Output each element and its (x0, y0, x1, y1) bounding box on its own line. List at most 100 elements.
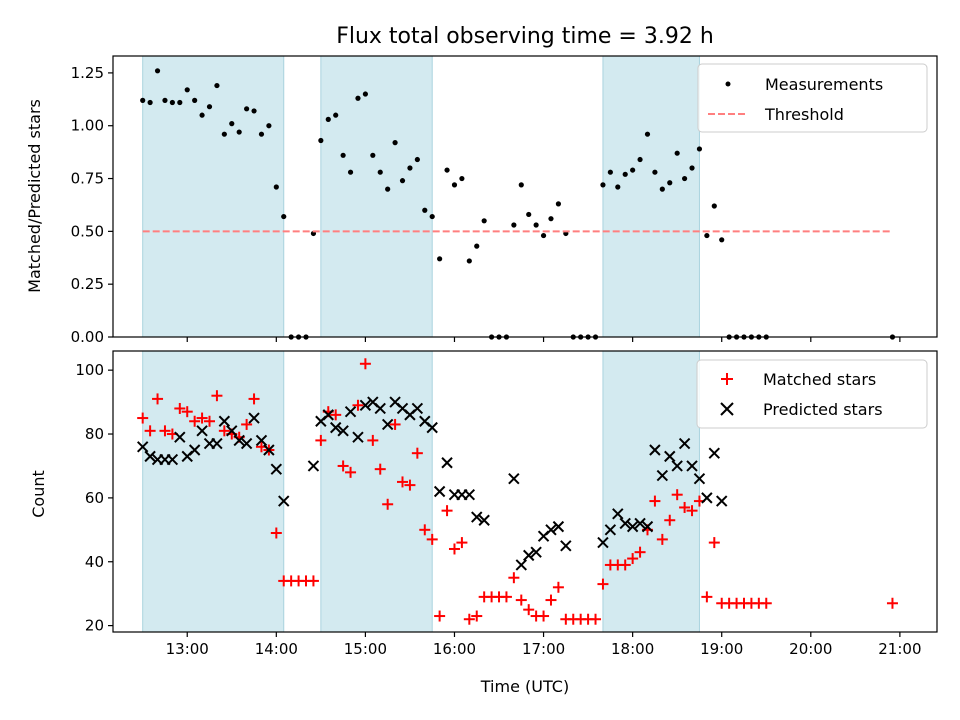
measurement-point (244, 106, 250, 112)
top-y-tick-label: 1.25 (71, 64, 104, 82)
measurement-point (340, 152, 346, 158)
measurement-point (140, 97, 146, 103)
bottom-shaded-intervals (142, 350, 700, 633)
matched-star-point (545, 594, 557, 606)
matched-star-point (597, 578, 609, 590)
top-x-ticks (186, 337, 901, 342)
measurement-point (437, 256, 443, 262)
matched-star-point (523, 604, 535, 616)
top-y-tick-label: 0.00 (71, 328, 104, 346)
matched-star-point (404, 479, 416, 491)
measurement-point (711, 203, 717, 209)
predicted-star-point (144, 450, 156, 463)
top-shaded-interval (602, 55, 700, 338)
measurement-point (162, 97, 168, 103)
predicted-star-point (240, 437, 253, 450)
matched-star-point (634, 546, 646, 558)
measurement-point (637, 156, 643, 163)
matched-star-point (886, 597, 898, 609)
measurement-point (511, 222, 517, 228)
x-tick-label: 15:00 (344, 640, 387, 658)
matched-star-point (241, 418, 253, 430)
matched-star-point (352, 399, 364, 411)
measurement-point (622, 171, 628, 177)
measurement-point (251, 108, 257, 114)
matched-star-point (152, 393, 164, 405)
predicted-star-point (686, 460, 698, 472)
matched-star-point (419, 524, 431, 536)
matched-star-point (411, 447, 423, 459)
measurement-point (147, 99, 153, 106)
matched-star-point (181, 406, 193, 418)
measurement-point (659, 186, 665, 192)
measurement-point (644, 131, 651, 137)
matched-star-point (337, 460, 349, 472)
bottom-shaded-interval (602, 350, 700, 633)
legend-measurements-label: Measurements (765, 75, 883, 94)
predicted-star-point (374, 402, 386, 415)
matched-star-point (656, 533, 668, 545)
matched-star-point (456, 537, 468, 549)
measurement-point (214, 82, 220, 89)
top-shaded-interval (320, 55, 433, 338)
legend-measurements-marker (725, 81, 731, 87)
measurement-point (407, 165, 413, 171)
predicted-star-point (441, 457, 453, 469)
top-plot-marks (140, 68, 896, 340)
predicted-star-point (545, 524, 557, 536)
top-panel: 0.00 0.25 0.50 0.75 1.00 1.25 Flux total obse… (25, 24, 938, 346)
predicted-star-point (604, 524, 617, 536)
matched-star-point (515, 594, 527, 606)
matched-star-point (382, 498, 394, 510)
matched-star-point (508, 572, 520, 584)
matched-star-point (627, 553, 639, 565)
predicted-star-point (136, 441, 149, 453)
predicted-star-point (649, 444, 661, 456)
measurement-point (466, 258, 472, 264)
matched-star-point (330, 409, 342, 421)
x-tick-label: 20:00 (789, 640, 832, 658)
measurement-point (192, 97, 198, 103)
measurement-point (258, 131, 265, 137)
predicted-star-point (344, 405, 357, 418)
measurement-point (199, 112, 205, 118)
predicted-star-point (664, 450, 676, 463)
measurement-point (459, 175, 465, 182)
predicted-star-point (523, 549, 535, 562)
measurement-point (689, 165, 695, 171)
predicted-star-point (560, 540, 572, 552)
measurement-point (615, 184, 621, 190)
measurement-point (206, 104, 213, 110)
matched-star-point (345, 466, 357, 478)
top-y-axis-label: Matched/Predicted stars (25, 99, 44, 293)
predicted-star-point (612, 508, 624, 520)
bottom-legend-box (696, 359, 928, 429)
top-y-tick-label: 0.50 (71, 222, 104, 240)
predicted-star-point (693, 473, 706, 485)
measurement-point (674, 150, 680, 156)
bottom-plot-marks (136, 358, 898, 625)
matched-star-point (374, 463, 386, 475)
x-tick-label: 18:00 (611, 640, 654, 658)
measurement-point (444, 167, 450, 173)
matched-star-point (315, 434, 327, 446)
measurement-point (362, 91, 368, 97)
legend-threshold-label: Threshold (764, 105, 844, 124)
bottom-x-ticks: 13:00 14:00 15:00 16:00 17:00 18:00 19:00 20:00… (166, 632, 922, 658)
predicted-star-point (433, 485, 446, 498)
x-tick-label: 21:00 (878, 640, 921, 658)
measurement-point (630, 167, 636, 173)
measurement-point (607, 169, 613, 175)
measurement-point (429, 213, 435, 220)
predicted-star-point (174, 431, 186, 443)
measurement-point (184, 87, 190, 93)
predicted-star-point (530, 546, 542, 558)
matched-star-point (590, 613, 602, 625)
measurement-point (451, 182, 458, 188)
matched-star-point (708, 537, 720, 549)
matched-star-point (471, 610, 483, 622)
measurement-point (540, 232, 547, 239)
measurement-point (422, 207, 428, 213)
measurement-point (667, 180, 673, 186)
